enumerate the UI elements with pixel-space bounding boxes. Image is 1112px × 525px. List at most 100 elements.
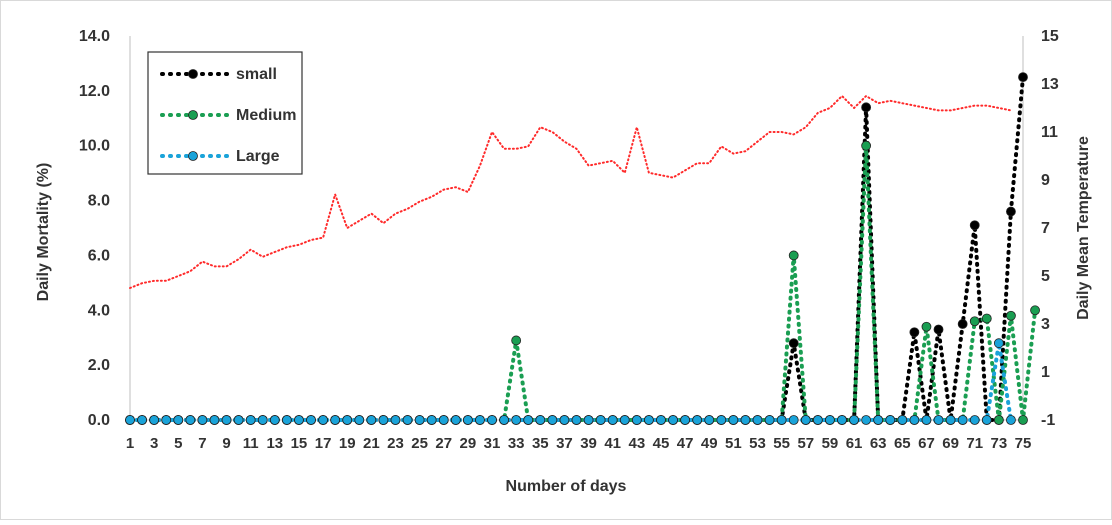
x-tick-label: 33	[508, 435, 525, 452]
y2-tick-label: 11	[1041, 124, 1058, 141]
data-point-large	[692, 415, 703, 425]
y2-tick-label: 13	[1041, 76, 1059, 93]
data-point-large	[752, 415, 763, 425]
x-tick-label: 7	[198, 435, 206, 452]
x-tick-label: 53	[749, 435, 766, 452]
data-point-large	[366, 415, 377, 425]
data-point-large	[294, 415, 304, 425]
y-axis-title: Daily Mortality (%)	[35, 163, 52, 302]
data-point-large	[800, 415, 811, 425]
data-point-large	[450, 415, 461, 425]
x-tick-label: 37	[556, 435, 573, 452]
data-point-large	[137, 415, 147, 425]
x-tick-label: 49	[701, 435, 718, 452]
x-tick-label: 5	[174, 435, 182, 452]
data-point-small	[788, 338, 799, 349]
y2-tick-label: 7	[1041, 220, 1050, 237]
data-point-large	[825, 415, 835, 425]
x-tick-label: 23	[387, 435, 404, 452]
x-tick-label: 31	[484, 435, 501, 452]
x-tick-label: 43	[628, 435, 645, 452]
x-tick-label: 3	[150, 435, 158, 452]
data-point-large	[619, 415, 630, 425]
x-tick-label: 75	[1015, 435, 1032, 452]
y2-tick-label: 1	[1041, 364, 1050, 381]
data-point-large	[861, 415, 872, 425]
data-point-large	[583, 415, 594, 425]
data-point-large	[125, 415, 135, 425]
x-tick-label: 21	[363, 435, 380, 452]
y-tick-label: 10.0	[79, 138, 110, 155]
legend-marker-medium	[188, 110, 198, 120]
data-point-large	[873, 415, 884, 425]
data-point-large	[981, 415, 992, 425]
series-layer	[125, 72, 1040, 425]
data-point-large	[462, 415, 473, 425]
legend-label-small: small	[236, 66, 277, 83]
data-point-large	[993, 338, 1004, 349]
data-point-large	[631, 415, 642, 425]
x-axis-title: Number of days	[506, 478, 627, 495]
data-point-large	[402, 415, 413, 425]
data-point-large	[173, 415, 184, 425]
data-point-large	[788, 415, 799, 425]
data-point-small	[1018, 72, 1028, 83]
x-tick-label: 45	[653, 435, 670, 452]
x-tick-label: 15	[291, 435, 308, 452]
data-point-small	[1006, 206, 1016, 217]
data-point-large	[499, 415, 509, 425]
data-point-medium	[788, 250, 799, 261]
x-tick-label: 51	[725, 435, 742, 452]
legend: small Medium Large	[147, 51, 303, 175]
data-point-medium	[1030, 305, 1040, 316]
x-tick-label: 47	[677, 435, 694, 452]
y-tick-label: 6.0	[88, 247, 110, 264]
data-point-medium	[969, 316, 980, 327]
x-tick-label: 69	[942, 435, 959, 452]
x-tick-label: 19	[339, 435, 356, 452]
y2-tick-label: 3	[1041, 316, 1050, 333]
x-tick-label: 73	[991, 435, 1008, 452]
x-tick-label: 65	[894, 435, 911, 452]
data-point-large	[897, 415, 908, 425]
x-tick-label: 61	[846, 435, 863, 452]
data-point-large	[487, 415, 497, 425]
data-point-large	[1006, 415, 1016, 425]
data-point-large	[837, 415, 847, 425]
y2-tick-label: 15	[1041, 28, 1059, 45]
data-point-large	[354, 415, 365, 425]
data-point-medium	[921, 321, 932, 332]
x-tick-label: 11	[243, 435, 259, 452]
data-point-large	[933, 415, 944, 425]
data-point-large	[414, 415, 425, 425]
x-tick-label: 1	[126, 435, 134, 452]
data-point-large	[306, 415, 316, 425]
x-tick-label: 17	[315, 435, 332, 452]
data-point-medium	[1018, 415, 1028, 425]
y2-axis-title: Daily Mean Temperature	[1075, 136, 1092, 320]
data-point-large	[245, 415, 256, 425]
data-point-large	[257, 415, 268, 425]
data-point-large	[885, 415, 896, 425]
data-point-large	[909, 415, 920, 425]
x-tick-label: 13	[266, 435, 283, 452]
data-point-large	[764, 415, 775, 425]
y2-tick-label: 5	[1041, 268, 1050, 285]
y-tick-label: 14.0	[79, 28, 110, 45]
data-point-large	[511, 415, 522, 425]
x-tick-label: 27	[435, 435, 452, 452]
data-point-large	[342, 415, 353, 425]
data-point-large	[656, 415, 666, 425]
data-point-medium	[993, 415, 1004, 425]
legend-marker-small	[188, 69, 198, 79]
data-point-large	[547, 415, 558, 425]
data-point-large	[680, 415, 691, 425]
data-point-large	[438, 415, 449, 425]
data-point-large	[644, 415, 654, 425]
data-point-large	[221, 415, 232, 425]
legend-label-large: Large	[236, 148, 280, 165]
data-point-large	[740, 415, 751, 425]
data-point-large	[185, 415, 196, 425]
